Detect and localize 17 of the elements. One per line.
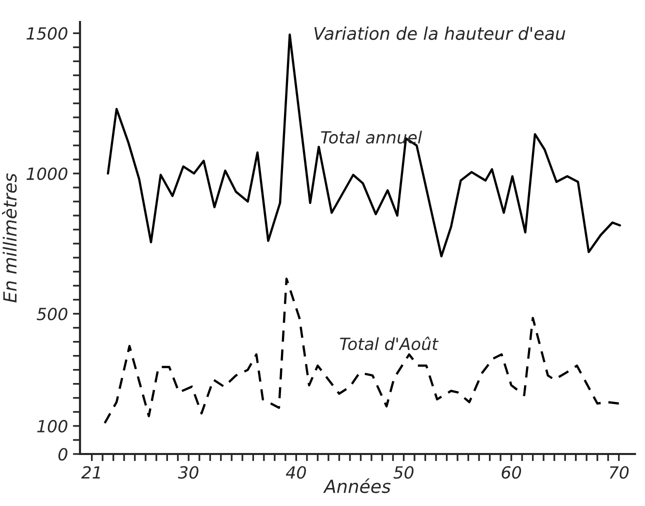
y-tick-label: 1000 bbox=[26, 167, 68, 180]
y-tick-label: 500 bbox=[36, 308, 68, 320]
y-tick-label: 1500 bbox=[26, 27, 68, 40]
x-tick-label: 70 bbox=[610, 466, 629, 479]
y-axis-title: En millimètres bbox=[2, 173, 17, 302]
series-label: Total annuel bbox=[321, 130, 422, 144]
chart-title: Variation de la hauteur d'eau bbox=[314, 26, 566, 40]
x-tick-label: 30 bbox=[178, 466, 198, 479]
x-axis-title: Années bbox=[323, 478, 391, 494]
series-label: Total d'Août bbox=[340, 336, 439, 350]
line-series bbox=[104, 278, 620, 424]
x-tick-label: 21 bbox=[81, 466, 100, 478]
y-tick-label: 0 bbox=[58, 448, 68, 461]
y-tick-label: 100 bbox=[37, 420, 68, 433]
x-tick-label: 60 bbox=[502, 466, 522, 479]
x-tick-label: 40 bbox=[286, 466, 306, 479]
x-tick-label: 50 bbox=[393, 466, 414, 479]
